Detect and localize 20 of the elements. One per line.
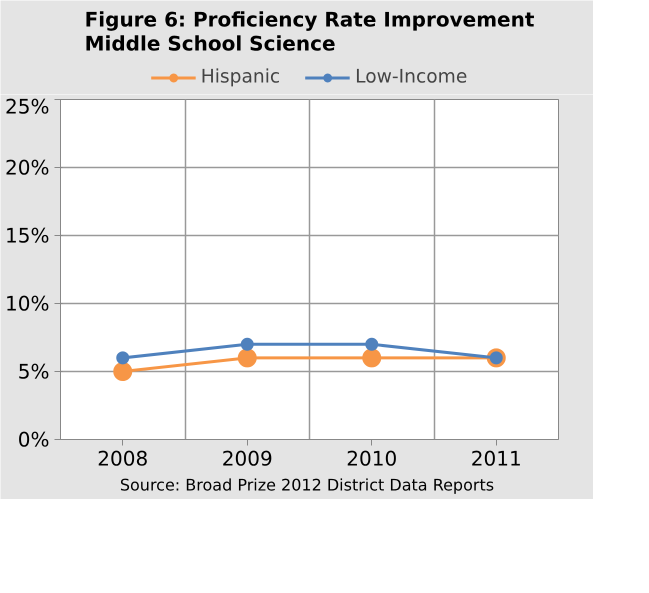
source-note: Source: Broad Prize 2012 District Data Reports [120, 476, 494, 494]
y-tick-label: 25% [5, 94, 50, 118]
legend-label: Hispanic [200, 66, 280, 88]
y-tick-label: 15% [5, 224, 50, 248]
chart-title: Figure 6: Proficiency Rate Improvement Middle School Science [84, 8, 535, 56]
x-tick-label: 2008 [97, 446, 148, 470]
y-tick-label: 5% [18, 360, 50, 384]
y-tick-label: 20% [5, 156, 50, 180]
legend-label: Low-Income [355, 66, 468, 88]
point [238, 348, 257, 368]
y-tick-label: 10% [5, 292, 50, 316]
y-tick-label: 0% [18, 428, 50, 452]
x-tick-label: 2010 [346, 446, 398, 470]
point [365, 338, 378, 351]
point [116, 351, 130, 364]
point [362, 348, 382, 368]
point [113, 362, 132, 381]
x-tick-label: 2009 [222, 446, 273, 470]
point [240, 338, 254, 351]
x-tick-label: 2011 [470, 446, 522, 470]
